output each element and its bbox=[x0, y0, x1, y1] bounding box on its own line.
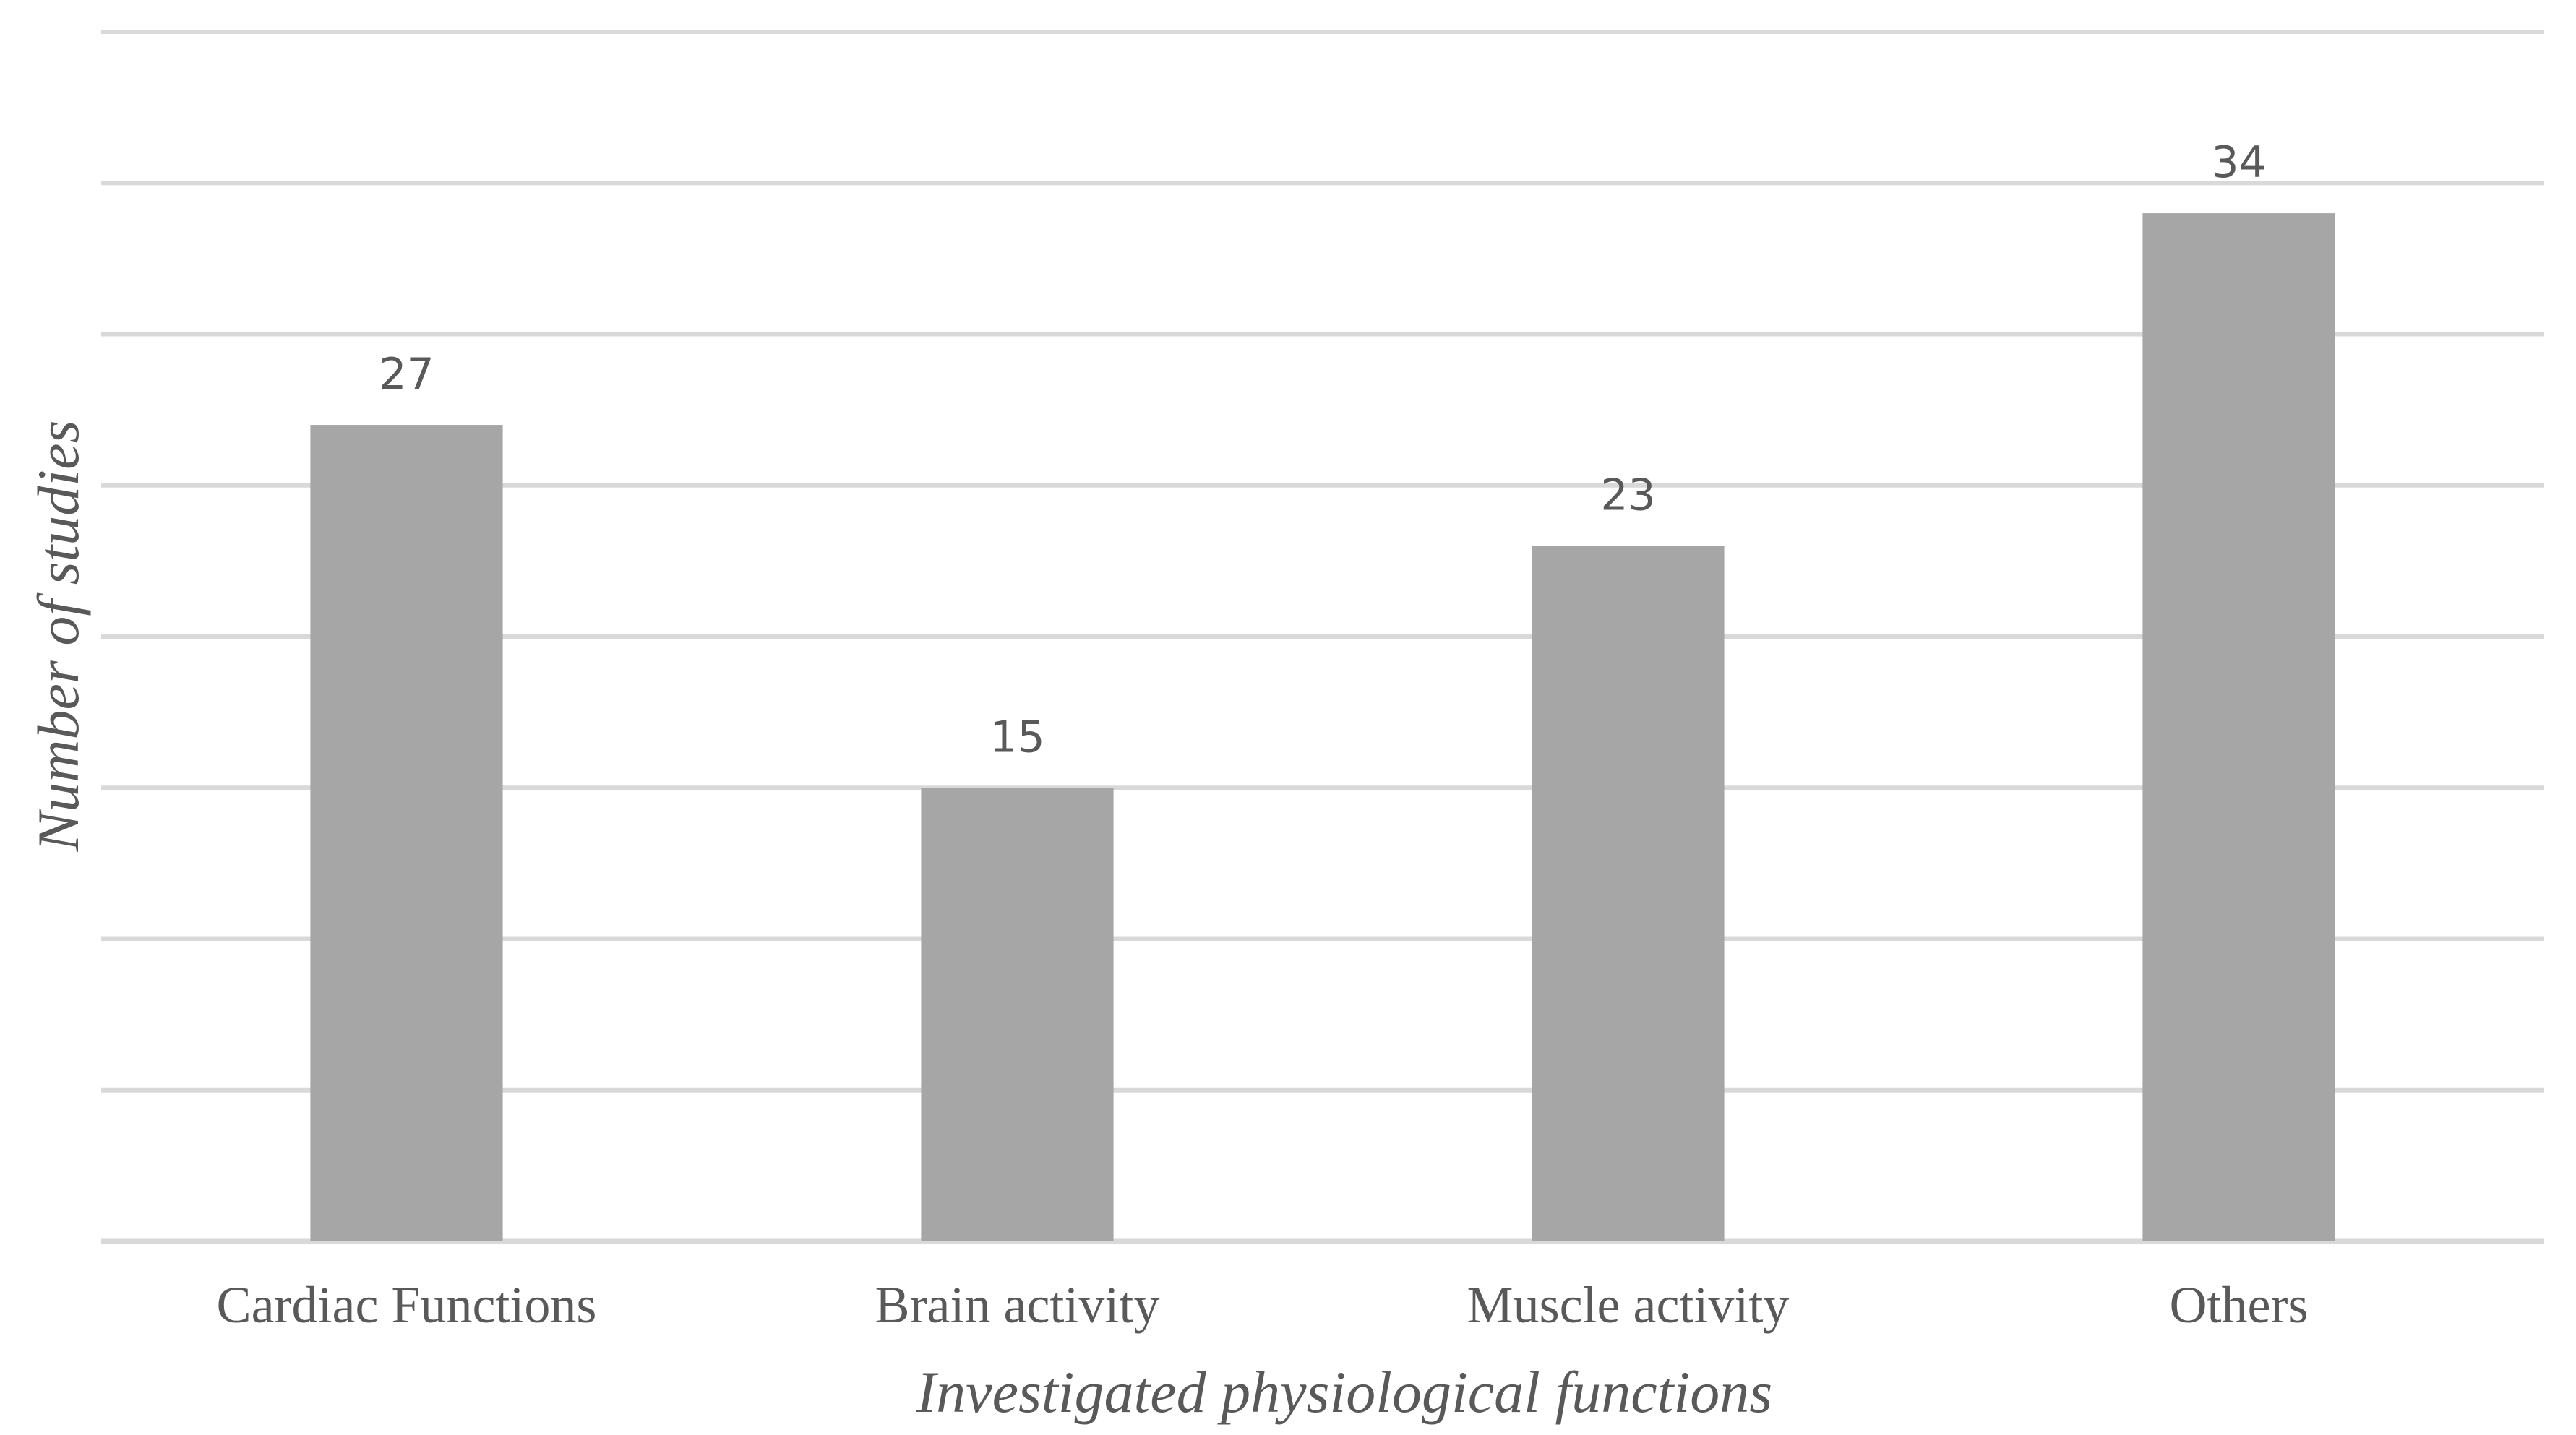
x-tick-label: Brain activity bbox=[875, 1276, 1160, 1334]
bar-cardiac-functions bbox=[310, 425, 503, 1241]
data-labels: 27 15 23 34 bbox=[379, 137, 2266, 762]
x-tick-label: Others bbox=[2170, 1276, 2309, 1334]
bar-muscle-activity bbox=[1532, 546, 1725, 1241]
data-label: 15 bbox=[989, 712, 1044, 762]
x-tick-labels: Cardiac Functions Brain activity Muscle ac… bbox=[217, 1276, 2309, 1334]
data-label: 34 bbox=[2211, 137, 2266, 188]
bar-others bbox=[2142, 213, 2335, 1242]
data-label: 23 bbox=[1600, 470, 1655, 520]
data-label: 27 bbox=[379, 349, 434, 400]
bar-brain-activity bbox=[921, 788, 1114, 1241]
gridlines bbox=[101, 30, 2544, 1244]
y-axis-title: Number of studies bbox=[25, 421, 91, 853]
x-tick-label: Muscle activity bbox=[1467, 1276, 1790, 1334]
bars bbox=[310, 213, 2335, 1242]
x-tick-label: Cardiac Functions bbox=[217, 1276, 597, 1334]
x-axis-title: Investigated physiological functions bbox=[916, 1359, 1772, 1425]
